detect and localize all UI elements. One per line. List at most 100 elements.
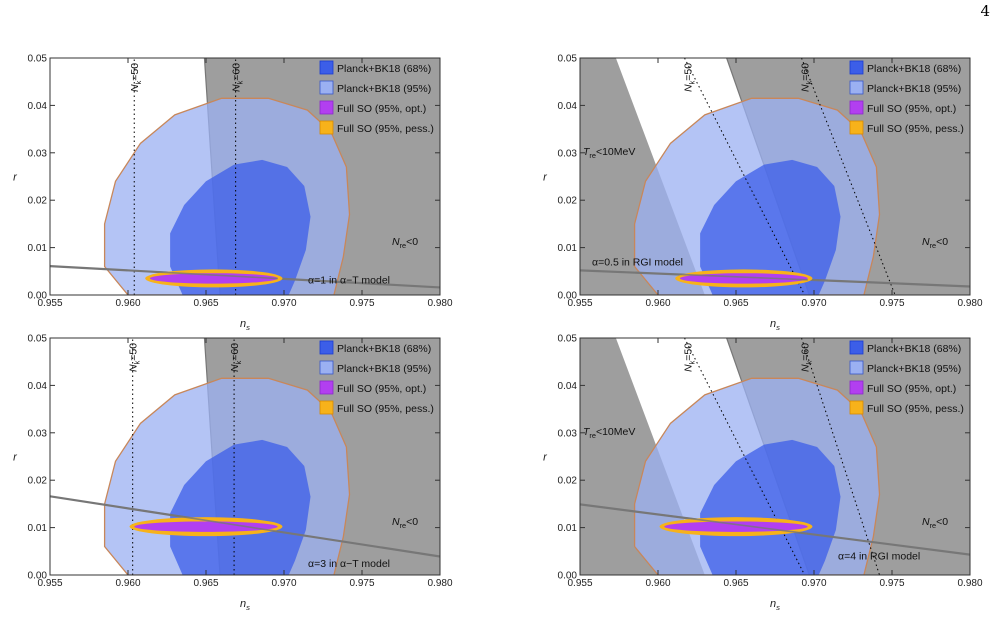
legend-label: Planck+BK18 (68%) [867,63,961,75]
x-tick-label: 0.955 [37,298,62,309]
y-tick-label: 0.00 [28,571,48,582]
region-label-treheat: Tre<10MeV [583,426,635,440]
x-axis-label: ns [240,318,250,332]
x-tick-label: 0.980 [427,298,452,309]
model-label: α=4 in RGI model [838,550,920,562]
y-axis-label: r [13,452,18,464]
legend-swatch [319,340,334,355]
y-tick-label: 0.03 [558,428,578,439]
y-tick-label: 0.04 [558,101,578,112]
legend-label: Full SO (95%, pess.) [867,123,964,135]
legend-swatch [849,60,864,75]
legend-swatch [849,400,864,415]
region-label-nre: Nre<0 [922,516,948,530]
legend-label: Full SO (95%, opt.) [867,103,956,115]
legend-label: Planck+BK18 (95%) [867,83,961,95]
x-tick-label: 0.975 [349,578,374,589]
plot-area [50,338,440,575]
y-tick-label: 0.02 [558,196,578,207]
legend-swatch [319,120,334,135]
planck-68-contour [170,159,311,295]
chart-panel-bottom-left: 0.955 0.960 0.965 0.970 0.975 0.980 0.00 0.01 0.… [13,334,453,613]
x-tick-label: 0.955 [37,578,62,589]
legend-swatch [319,80,334,95]
legend-swatch [319,360,334,375]
y-tick-label: 0.05 [558,54,578,65]
plot-frame [579,57,971,296]
y-axis-label: r [543,172,548,184]
y-tick-label: 0.01 [558,523,578,534]
x-tick-label: 0.955 [567,578,592,589]
nk-label-0: Nk=50 [129,63,143,92]
y-tick-label: 0.04 [28,381,48,392]
region-label-nre: Nre<0 [922,236,948,250]
x-tick-label: 0.970 [801,578,826,589]
y-tick-label: 0.01 [28,243,48,254]
x-tick-label: 0.965 [193,578,218,589]
nk-line-1 [801,58,896,295]
y-tick-label: 0.04 [558,381,578,392]
x-tick-label: 0.975 [349,298,374,309]
y-axis-label: r [543,452,548,464]
chart-panel-top-left: 0.955 0.960 0.965 0.970 0.975 0.980 0.00 0.01 0.… [13,54,453,333]
legend-label: Planck+BK18 (95%) [867,363,961,375]
model-label: α=0.5 in RGI model [592,257,683,269]
x-tick-label: 0.970 [271,298,296,309]
nk-label-1: Nk=60 [229,343,243,372]
legend-label: Full SO (95%, opt.) [867,383,956,395]
legend-swatch [849,380,864,395]
legend-label: Planck+BK18 (68%) [337,63,431,75]
legend-swatch [849,360,864,375]
x-tick-label: 0.960 [645,298,670,309]
x-axis-label: ns [240,598,250,612]
nk-label-0: Nk=50 [128,343,142,372]
plot-area [50,58,440,295]
x-tick-label: 0.960 [645,578,670,589]
plot-frame [49,337,441,576]
model-line-overlay [134,508,278,533]
legend-swatch [849,340,864,355]
x-tick-label: 0.965 [193,298,218,309]
nk-line-0 [684,58,806,295]
x-axis-label: ns [770,598,780,612]
nk-label-1: Nk=60 [800,63,814,92]
model-line-overlay [149,270,278,280]
nk-line-0 [684,338,806,575]
x-tick-label: 0.965 [723,578,748,589]
y-tick-label: 0.04 [28,101,48,112]
x-tick-label: 0.955 [567,298,592,309]
legend-swatch [849,100,864,115]
legend-label: Planck+BK18 (95%) [337,363,431,375]
region-label-nre: Nre<0 [392,516,418,530]
legend-swatch [319,100,334,115]
plot-area [580,58,970,295]
y-tick-label: 0.03 [558,148,578,159]
chart-panel-bottom-right: 0.955 0.960 0.965 0.970 0.975 0.980 0.00 0.01 0.… [543,334,983,613]
x-tick-label: 0.965 [723,298,748,309]
y-tick-label: 0.01 [28,523,48,534]
y-tick-label: 0.02 [558,476,578,487]
y-tick-label: 0.00 [558,571,578,582]
planck-68-contour [170,439,311,575]
y-tick-label: 0.01 [558,243,578,254]
x-tick-label: 0.975 [879,578,904,589]
chart-panel-top-right: 0.955 0.960 0.965 0.970 0.975 0.980 0.00 0.01 0.… [543,54,983,333]
x-tick-label: 0.975 [879,298,904,309]
legend-label: Full SO (95%, pess.) [867,403,964,415]
y-tick-label: 0.00 [28,291,48,302]
legend-label: Full SO (95%, opt.) [337,103,426,115]
y-tick-label: 0.00 [558,291,578,302]
x-axis-label: ns [770,318,780,332]
nk-label-1: Nk=60 [231,63,245,92]
model-label: α=3 in α−T model [308,558,390,570]
legend-label: Planck+BK18 (95%) [337,83,431,95]
legend-swatch [319,380,334,395]
x-tick-label: 0.970 [801,298,826,309]
region-label-nre: Nre<0 [392,236,418,250]
region-label-treheat: Tre<10MeV [583,146,635,160]
nk-label-0: Nk=50 [683,343,697,372]
x-tick-label: 0.960 [115,578,140,589]
x-tick-label: 0.980 [957,578,982,589]
plot-frame [49,57,441,296]
legend-swatch [319,60,334,75]
